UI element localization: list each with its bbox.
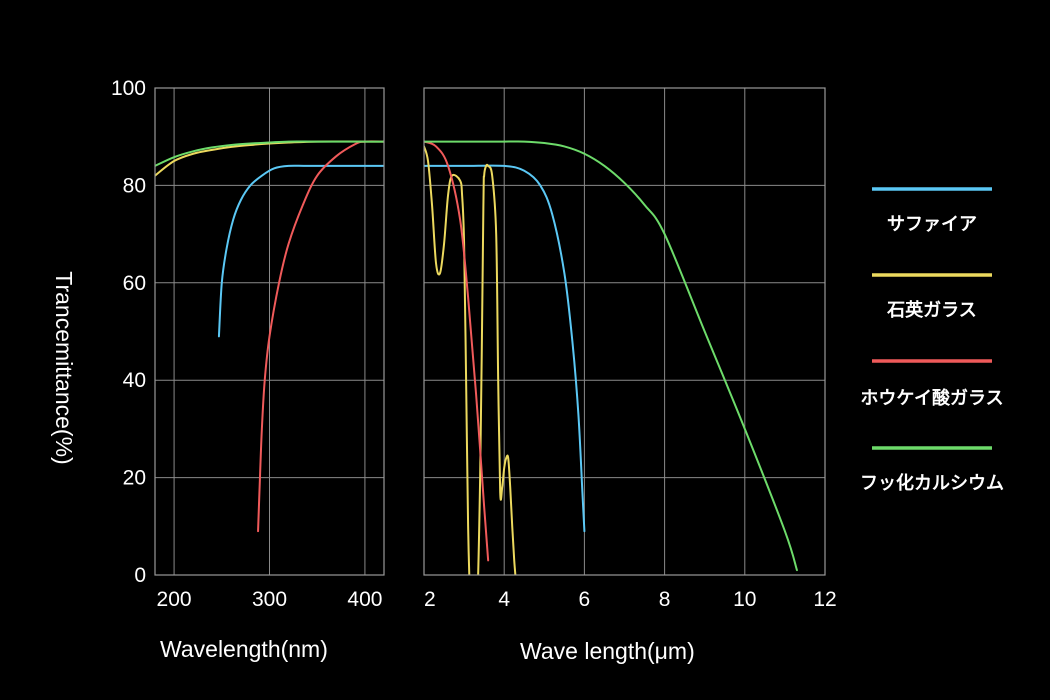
ir-panel-frame	[423, 87, 826, 576]
y-tick-label: 20	[123, 467, 146, 490]
series-borosilicate-ir	[424, 140, 490, 562]
legend-label-borosilicate: ホウケイ酸ガラス	[860, 387, 1003, 409]
uv-panel-frame	[154, 87, 385, 576]
series-quartz-ir	[424, 145, 517, 575]
x-axis-label-um: Wave length(μm)	[520, 638, 695, 664]
series-caf2-ir	[424, 140, 798, 572]
series-borosilicate-uv	[257, 140, 384, 533]
legend-label-caf2: フッ化カルシウム	[860, 472, 1004, 494]
tick-labels: 0 20 40 60 80 100 200 300 400 2 4 6 8 10 12	[111, 77, 837, 611]
x-tick-label-uv: 400	[347, 588, 382, 611]
y-tick-label: 40	[123, 369, 146, 392]
legend-label-sapphire: サファイア	[887, 214, 977, 235]
x-tick-label-ir: 4	[498, 588, 510, 611]
x-tick-label-ir: 6	[579, 588, 591, 611]
x-axis-label-nm: Wavelength(nm)	[160, 636, 328, 662]
x-tick-label-ir: 12	[813, 588, 836, 611]
x-tick-label-ir: 8	[659, 588, 671, 611]
x-tick-label-ir: 2	[424, 588, 436, 611]
y-tick-label: 0	[134, 564, 146, 587]
x-tick-label-uv: 200	[157, 588, 192, 611]
y-tick-label: 80	[123, 174, 146, 197]
x-tick-label-ir: 10	[733, 588, 756, 611]
legend: サファイア 石英ガラス ホウケイ酸ガラス フッ化カルシウム	[860, 187, 1004, 494]
series-sapphire-uv	[217, 164, 384, 338]
legend-label-quartz: 石英ガラス	[886, 299, 977, 321]
curves	[155, 140, 798, 575]
series-sapphire-ir	[424, 164, 586, 533]
grid	[155, 87, 826, 576]
y-tick-label: 100	[111, 77, 146, 100]
series-caf2-uv	[155, 140, 384, 167]
x-tick-label-uv: 300	[252, 588, 287, 611]
y-tick-label: 60	[123, 272, 146, 295]
y-axis-label: Trancemittance(%)	[51, 271, 77, 464]
plot-frames	[154, 87, 826, 576]
